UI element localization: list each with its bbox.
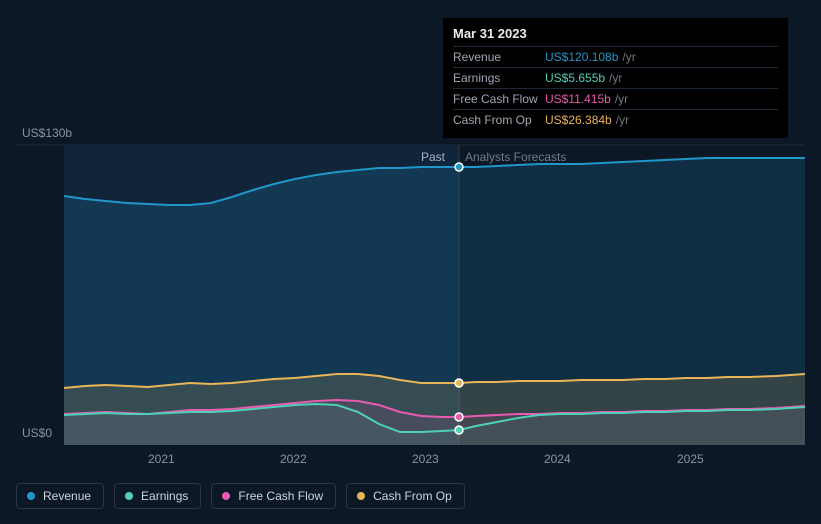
tooltip-value: US$11.415b bbox=[545, 90, 611, 108]
tooltip-key: Free Cash Flow bbox=[453, 90, 545, 108]
legend-item-cash_from_op[interactable]: Cash From Op bbox=[346, 483, 465, 509]
legend-label: Revenue bbox=[43, 489, 91, 503]
legend-dot-icon bbox=[125, 492, 133, 500]
tooltip-value: US$5.655b bbox=[545, 69, 605, 87]
past-label: Past bbox=[421, 150, 445, 164]
tooltip-suffix: /yr bbox=[615, 90, 628, 108]
tooltip-key: Earnings bbox=[453, 69, 545, 87]
legend-dot-icon bbox=[222, 492, 230, 500]
tooltip-suffix: /yr bbox=[609, 69, 622, 87]
legend-label: Cash From Op bbox=[373, 489, 452, 503]
x-axis-label: 2025 bbox=[677, 452, 704, 466]
tooltip-row: Free Cash FlowUS$11.415b/yr bbox=[453, 88, 778, 109]
legend-dot-icon bbox=[357, 492, 365, 500]
tooltip-suffix: /yr bbox=[622, 48, 635, 66]
tooltip-suffix: /yr bbox=[616, 111, 629, 129]
tooltip-row: EarningsUS$5.655b/yr bbox=[453, 67, 778, 88]
legend-item-revenue[interactable]: Revenue bbox=[16, 483, 104, 509]
tooltip-key: Cash From Op bbox=[453, 111, 545, 129]
tooltip-row: RevenueUS$120.108b/yr bbox=[453, 46, 778, 67]
x-axis-label: 2024 bbox=[544, 452, 571, 466]
x-axis-label: 2023 bbox=[412, 452, 439, 466]
legend-label: Earnings bbox=[141, 489, 188, 503]
tooltip-value: US$26.384b bbox=[545, 111, 612, 129]
legend-label: Free Cash Flow bbox=[238, 489, 323, 503]
chart-legend: Revenue Earnings Free Cash Flow Cash From O… bbox=[16, 483, 465, 509]
chart-tooltip: Mar 31 2023 RevenueUS$120.108b/yrEarning… bbox=[443, 18, 788, 138]
tooltip-date: Mar 31 2023 bbox=[453, 24, 778, 46]
tooltip-key: Revenue bbox=[453, 48, 545, 66]
forecast-label: Analysts Forecasts bbox=[465, 150, 566, 164]
legend-dot-icon bbox=[27, 492, 35, 500]
tooltip-value: US$120.108b bbox=[545, 48, 618, 66]
y-axis-label: US$130b bbox=[22, 126, 72, 140]
legend-item-free_cash_flow[interactable]: Free Cash Flow bbox=[211, 483, 336, 509]
tooltip-row: Cash From OpUS$26.384b/yr bbox=[453, 109, 778, 130]
x-axis-label: 2022 bbox=[280, 452, 307, 466]
legend-item-earnings[interactable]: Earnings bbox=[114, 483, 201, 509]
y-axis-label: US$0 bbox=[22, 426, 52, 440]
x-axis-label: 2021 bbox=[148, 452, 175, 466]
